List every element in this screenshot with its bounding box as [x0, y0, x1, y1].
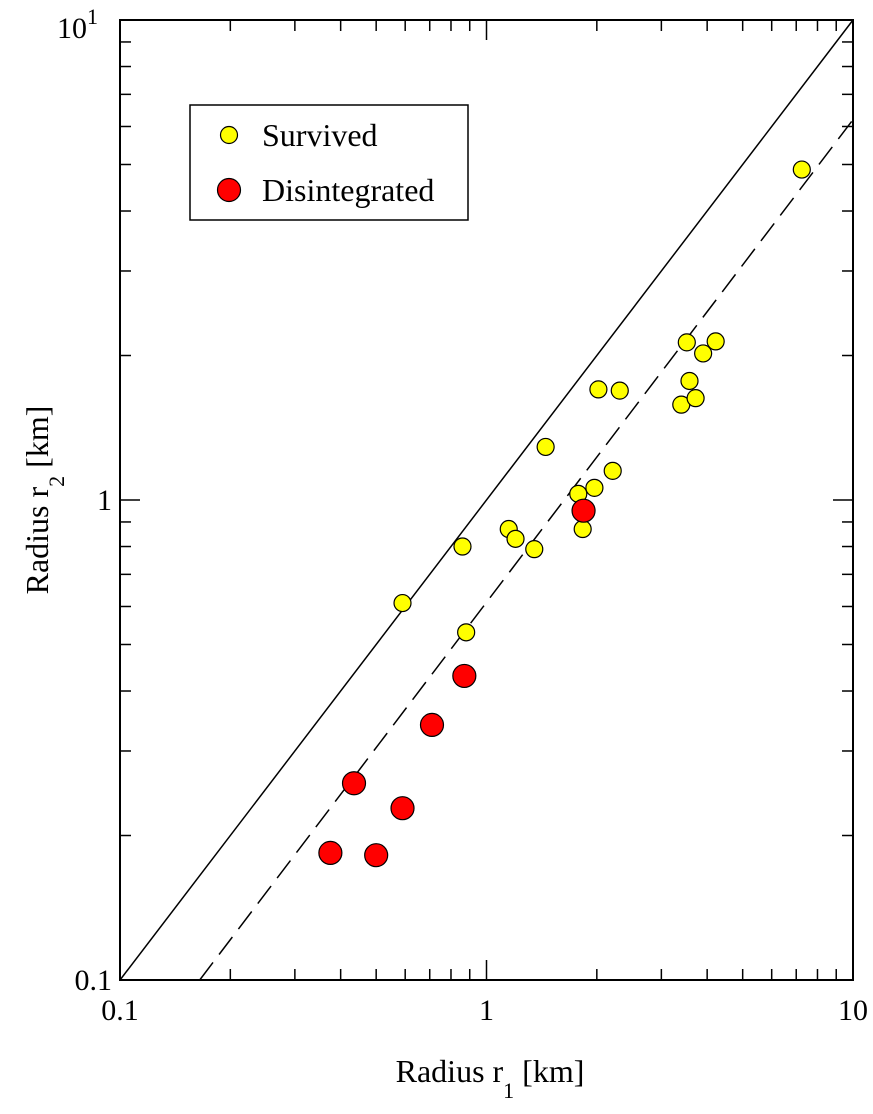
survived-point — [574, 521, 591, 538]
y-axis-label: Radius r2 [km] — [19, 406, 69, 595]
legend: Survived Disintegrated — [190, 105, 468, 220]
disintegrated-point — [319, 841, 342, 864]
survived-point — [687, 390, 704, 407]
disintegrated-point — [453, 664, 476, 687]
legend-marker-disintegrated — [218, 179, 241, 202]
survived-point — [793, 161, 810, 178]
disintegrated-point — [572, 499, 595, 522]
y-tick-label: 0.1 — [75, 964, 113, 997]
survived-point — [604, 462, 621, 479]
survived-point — [707, 333, 724, 350]
x-axis-label: Radius r1 [km] — [396, 1053, 585, 1103]
y-tick-label: 101 — [57, 4, 98, 45]
survived-point — [590, 381, 607, 398]
survived-point — [394, 595, 411, 612]
survived-point — [678, 334, 695, 351]
survived-point — [526, 541, 543, 558]
survived-point — [454, 538, 471, 555]
disintegrated-point — [343, 772, 366, 795]
survived-point — [681, 372, 698, 389]
legend-label-survived: Survived — [262, 117, 378, 153]
disintegrated-point — [365, 844, 388, 867]
survived-point — [537, 438, 554, 455]
x-tick-label: 0.1 — [101, 994, 139, 1027]
y-tick-label: 1 — [97, 484, 112, 517]
x-tick-label: 1 — [479, 994, 494, 1027]
disintegrated-point — [420, 713, 443, 736]
x-tick-label: 10 — [838, 994, 868, 1027]
legend-marker-survived — [221, 127, 238, 144]
survived-point — [507, 530, 524, 547]
legend-label-disintegrated: Disintegrated — [262, 172, 434, 208]
survived-point — [458, 624, 475, 641]
survived-point — [586, 479, 603, 496]
data-points — [319, 161, 810, 867]
disintegrated-point — [391, 797, 414, 820]
survived-point — [611, 382, 628, 399]
